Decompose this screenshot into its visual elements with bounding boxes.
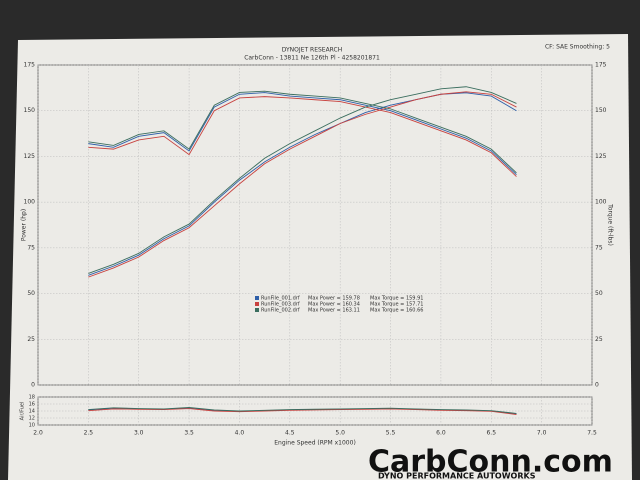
x-axis-label: Engine Speed (RPM x1000) [274,440,356,447]
y-tick-label: 100 [24,199,36,206]
paper [8,34,632,480]
afr-tick-label: 12 [29,416,35,422]
power-line [88,86,517,274]
y2-tick-label: 175 [595,62,607,69]
x-tick-label: 7.0 [537,430,547,437]
x-tick-label: 7.5 [587,430,597,437]
afr-tick-label: 10 [29,423,35,429]
settings-note: CF: SAE Smoothing: 5 [545,44,610,51]
logo: CarbConn.com [368,445,613,480]
x-tick-label: 5.0 [335,430,345,437]
legend-swatch [255,296,259,300]
afr-tick-label: 18 [29,395,35,401]
x-tick-label: 5.5 [386,430,396,437]
y-tick-label: 75 [27,244,35,251]
legend-name: RunFile_001.drf [261,296,300,302]
afr-tick-label: 16 [29,402,35,408]
y-tick-label: 25 [27,336,35,343]
legend-torque: Max Torque = 159.91 [370,296,423,302]
y2-tick-label: 150 [595,107,607,114]
y-tick-label: 175 [24,62,36,69]
legend-name: RunFile_003.drf [261,302,300,308]
chart-title: DYNOJET RESEARCH [282,47,343,54]
y2-tick-label: 0 [595,382,599,389]
y2-tick-label: 125 [595,153,607,160]
x-tick-label: 6.5 [486,430,496,437]
y2-tick-label: 100 [595,199,607,206]
torque-line [88,92,517,176]
x-tick-label: 2.5 [84,430,94,437]
x-tick-label: 3.5 [184,430,194,437]
x-tick-label: 4.5 [285,430,295,437]
y2-tick-label: 50 [595,290,603,297]
legend-power: Max Power = 159.78 [308,296,360,302]
chart-subtitle: CarbConn - 13811 Ne 126th Pl - 425820187… [244,55,380,62]
afr-axis-label: Air/Fuel [20,402,26,421]
y2-tick-label: 75 [595,244,603,251]
x-tick-label: 3.0 [134,430,144,437]
x-tick-label: 6.0 [436,430,446,437]
legend-swatch [255,308,259,312]
afr-line [88,407,517,414]
y-axis-label: Power (hp) [21,209,28,241]
power-line [88,91,517,278]
legend-torque: Max Torque = 160.66 [370,308,423,314]
legend-power: Max Power = 163.11 [308,308,360,314]
y-tick-label: 0 [31,382,35,389]
y2-tick-label: 25 [595,336,603,343]
legend-torque: Max Torque = 157.71 [370,302,423,308]
legend-name: RunFile_002.drf [261,308,300,314]
y2-axis-label: Torque (ft-lbs) [607,203,614,246]
legend-swatch [255,302,259,306]
y-tick-label: 50 [27,290,35,297]
torque-line [88,96,517,177]
y-tick-label: 125 [24,153,36,160]
tagline: DYNO PERFORMANCE AUTOWORKS [378,472,536,480]
legend-power: Max Power = 160.34 [308,302,360,308]
x-tick-label: 4.0 [235,430,245,437]
x-tick-label: 2.0 [33,430,43,437]
torque-line [88,90,517,174]
afr-line [88,408,517,415]
afr-tick-label: 14 [29,409,35,415]
y-tick-label: 150 [24,107,36,114]
